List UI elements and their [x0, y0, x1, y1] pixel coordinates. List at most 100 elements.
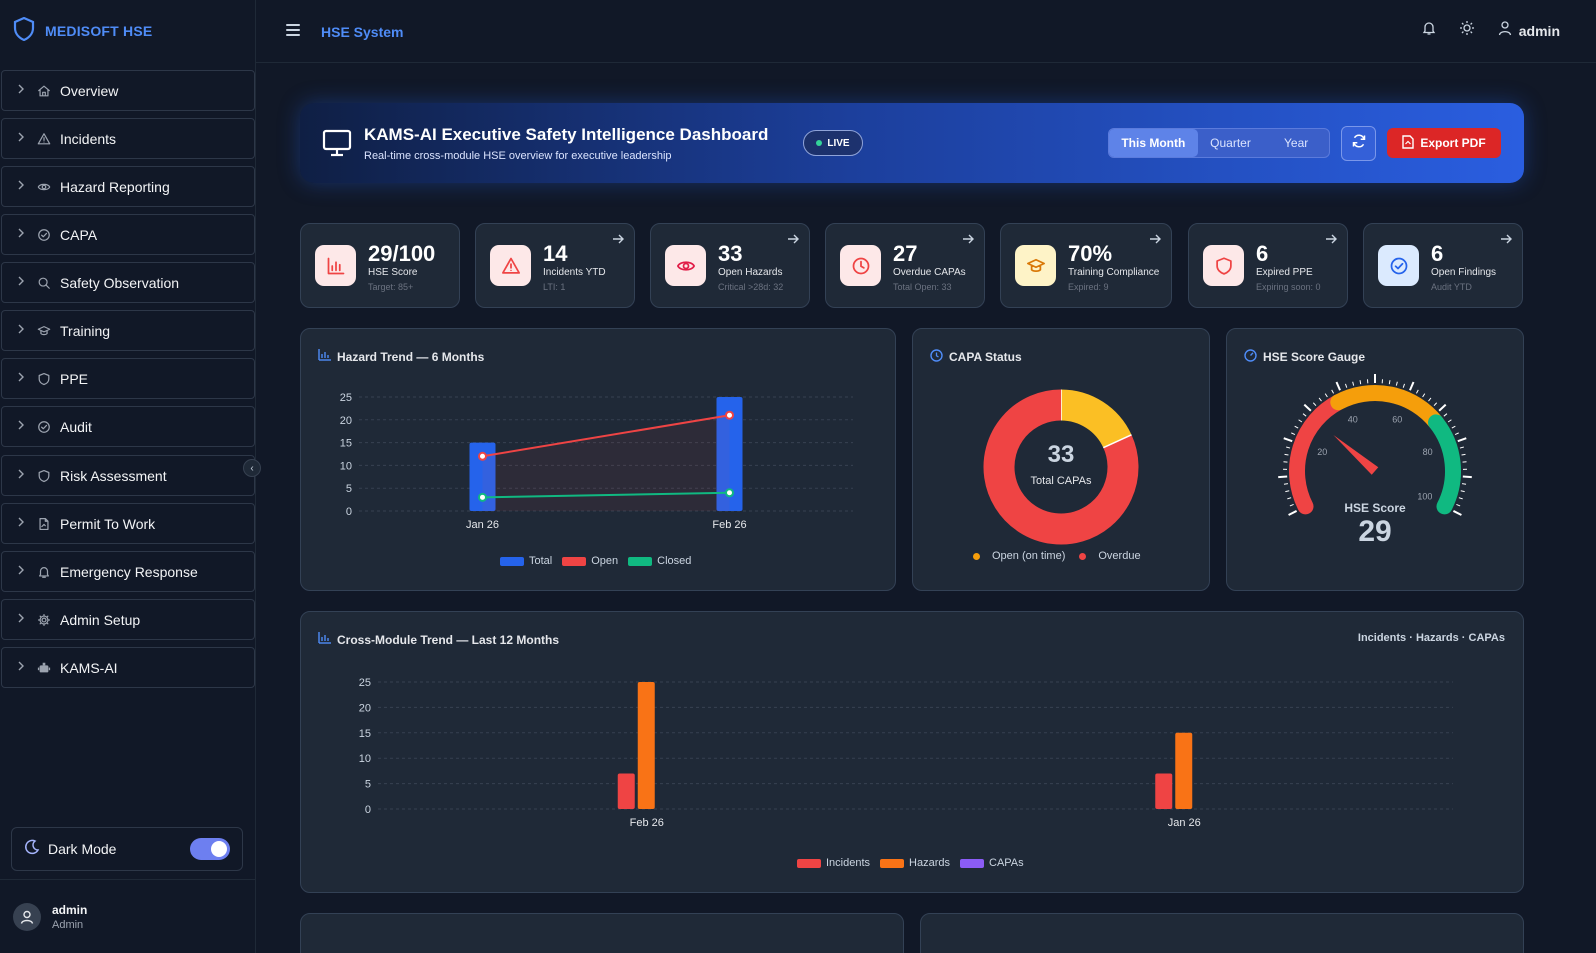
export-pdf-button[interactable]: Export PDF [1387, 128, 1501, 158]
legend-overdue[interactable]: Overdue [1079, 550, 1141, 562]
refresh-button[interactable] [1341, 126, 1376, 161]
sidebar-item-incidents[interactable]: Incidents [1, 118, 255, 159]
bar-chart-icon [318, 349, 331, 364]
gauge-tick-label: 100 [1417, 491, 1432, 501]
legend-open-on-time[interactable]: Open (on time) [973, 550, 1065, 562]
shield-icon [36, 468, 52, 484]
gauge-tick [1452, 510, 1462, 516]
kpi-card-training-compliance[interactable]: 70% Training Compliance Expired: 9 [1000, 223, 1172, 308]
kpi-card-hse-score: 29/100 HSE Score Target: 85+ [300, 223, 460, 308]
chevron-right-icon [17, 469, 31, 482]
sidebar-item-permit-to-work[interactable]: Permit To Work [1, 503, 255, 544]
period-year[interactable]: Year [1284, 136, 1309, 150]
user-menu[interactable]: admin [1497, 20, 1560, 41]
capa-status-panel: CAPA Status 33 Total CAPAs Open (on time… [912, 328, 1210, 591]
sidebar-item-ppe[interactable]: PPE [1, 358, 255, 399]
arrow-right-icon[interactable] [1325, 233, 1337, 248]
sun-icon[interactable] [1459, 20, 1475, 41]
shield-icon [1203, 245, 1244, 286]
hse-gauge-panel: HSE Score Gauge 20 40 60 80 100 HSE Score 29 [1226, 328, 1524, 591]
sidebar-item-kams-ai[interactable]: KAMS-AI [1, 647, 255, 688]
topbar: HSE System admin [256, 0, 1596, 63]
menu-icon[interactable] [286, 24, 300, 39]
sidebar-item-audit[interactable]: Audit [1, 406, 255, 447]
arrow-right-icon[interactable] [1149, 233, 1161, 248]
bell-icon[interactable] [1421, 20, 1437, 41]
line-open [482, 414, 730, 458]
gauge-segment [1330, 385, 1445, 431]
gauge-tick [1283, 483, 1288, 485]
kpi-card-open-hazards[interactable]: 33 Open Hazards Critical >28d: 32 [650, 223, 810, 308]
legend-incidents[interactable]: Incidents [797, 857, 870, 869]
legend-dot-overdue [1079, 552, 1087, 560]
warning-icon [36, 131, 52, 147]
donut-slice-open-on-time- [1060, 389, 1132, 449]
dark-mode-toggle[interactable]: Dark Mode [11, 827, 243, 871]
gauge-tick [1344, 383, 1348, 388]
kpi-value: 27 [893, 241, 918, 266]
brand[interactable]: MEDISOFT HSE [0, 0, 255, 62]
gauge-tick [1294, 425, 1299, 429]
chevron-right-icon [17, 276, 31, 289]
arrow-right-icon[interactable] [1500, 233, 1512, 248]
kpi-card-incidents-ytd[interactable]: 14 Incidents YTD LTI: 1 [475, 223, 635, 308]
gauge-tick [1409, 381, 1415, 391]
arrow-right-icon[interactable] [612, 233, 624, 248]
chevron-right-icon [17, 613, 31, 626]
home-icon [36, 83, 52, 99]
y-tick-label: 10 [359, 753, 371, 765]
sidebar-item-label: KAMS-AI [60, 659, 118, 676]
live-dot-icon [816, 140, 823, 146]
donut-slice-overdue [983, 389, 1139, 545]
monitor-icon [322, 129, 352, 162]
legend-open[interactable]: Open [562, 555, 618, 567]
sidebar-item-capa[interactable]: CAPA [1, 214, 255, 255]
arrow-right-icon[interactable] [787, 233, 799, 248]
kpi-subtext: Total Open: 33 [893, 282, 952, 292]
kpi-value: 70% [1068, 241, 1113, 266]
y-tick-label: 20 [340, 415, 352, 427]
sidebar-item-admin-setup[interactable]: Admin Setup [1, 599, 255, 640]
gauge-tick [1287, 497, 1292, 500]
sidebar-item-risk-assessment[interactable]: Risk Assessment [1, 455, 255, 496]
capa-total-value: 33 [1047, 441, 1075, 468]
cross-module-note: Incidents · Hazards · CAPAs [1357, 632, 1505, 644]
period-quarter[interactable]: Quarter [1210, 136, 1251, 150]
dark-mode-switch[interactable] [190, 838, 230, 860]
gauge-tick [1462, 475, 1472, 479]
cross-module-chart: 0 5 10 15 20 25 Feb 26 Jan 26 [359, 677, 1453, 829]
period-this-month[interactable]: This Month [1109, 129, 1198, 157]
sidebar-item-hazard-reporting[interactable]: Hazard Reporting [1, 166, 255, 207]
chevron-right-icon [17, 132, 31, 145]
sidebar-user[interactable]: admin Admin [0, 879, 255, 953]
kpi-card-expired-ppe[interactable]: 6 Expired PPE Expiring soon: 0 [1188, 223, 1348, 308]
gear-icon [36, 612, 52, 628]
avatar [13, 902, 41, 931]
bar-incidents [1155, 773, 1173, 809]
bar-chart-icon [315, 245, 356, 286]
sidebar-user-name: admin [52, 902, 88, 917]
sidebar-item-training[interactable]: Training [1, 310, 255, 351]
x-tick-label: Jan 26 [1168, 817, 1201, 829]
kpi-label: Open Findings [1431, 267, 1497, 278]
arrow-right-icon[interactable] [962, 233, 974, 248]
chevron-right-icon [17, 517, 31, 530]
hazard-trend-chart: 0 5 10 15 20 25 Jan 26 Feb 26 [340, 392, 853, 531]
legend-total[interactable]: Total [500, 555, 552, 567]
legend-swatch-capas [960, 858, 984, 868]
legend-capas[interactable]: CAPAs [960, 857, 1024, 869]
legend-hazards[interactable]: Hazards [880, 857, 950, 869]
kpi-card-open-findings[interactable]: 6 Open Findings Audit YTD [1363, 223, 1523, 308]
gauge-label: HSE Score [1344, 501, 1406, 515]
sidebar-item-overview[interactable]: Overview [1, 70, 255, 111]
gauge-tick [1335, 381, 1341, 391]
check-circle-icon [36, 419, 52, 435]
kpi-value: 14 [543, 241, 568, 266]
collapse-sidebar-button[interactable]: ‹ [243, 459, 261, 477]
kpi-card-overdue-capas[interactable]: 27 Overdue CAPAs Total Open: 33 [825, 223, 985, 308]
gauge-tick [1438, 403, 1447, 412]
legend-closed[interactable]: Closed [628, 555, 691, 567]
sidebar-item-safety-observation[interactable]: Safety Observation [1, 262, 255, 303]
sidebar-item-emergency-response[interactable]: Emergency Response [1, 551, 255, 592]
gauge-title: HSE Score Gauge [1263, 350, 1366, 364]
